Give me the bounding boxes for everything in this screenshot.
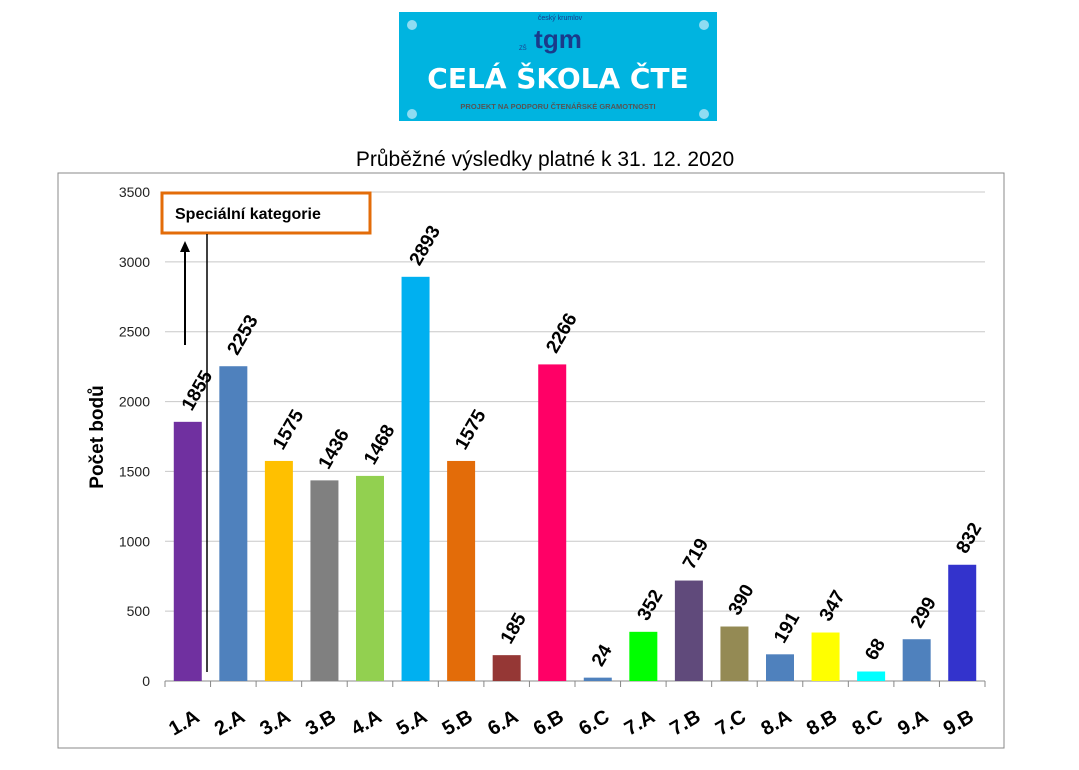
bar-6.B (538, 364, 567, 681)
y-tick-label: 500 (127, 603, 151, 619)
logo-dot (407, 20, 417, 30)
logo-background (399, 12, 717, 121)
special-category-annotation: Speciální kategorie (160, 191, 372, 672)
x-tick-label: 5.A (393, 706, 431, 741)
data-label: 191 (770, 608, 804, 646)
x-tick-label: 9.A (894, 706, 932, 741)
data-label: 299 (907, 594, 941, 632)
logo-subtitle: PROJEKT NA PODPORU ČTENÁŘSKÉ GRAMOTNOSTI (460, 102, 655, 111)
data-label: 1575 (269, 406, 309, 453)
bar-5.A (401, 276, 430, 681)
x-tick-label: 3.B (302, 706, 340, 741)
x-tick-label: 6.B (530, 706, 568, 741)
data-label: 832 (952, 519, 986, 557)
bar-7.B (674, 580, 703, 681)
logo: český krumlov tgm ZŠ CELÁ ŠKOLA ČTE PROJ… (399, 12, 717, 121)
logo-dot (699, 20, 709, 30)
bar-9.A (902, 639, 931, 681)
bar-6.C (583, 677, 612, 681)
x-tick-label: 9.B (940, 706, 978, 741)
y-tick-label: 1000 (119, 533, 150, 549)
x-axis: 1.A 2.A 3.A 3.B 4.A 5.A 5.B 6.A 6.B 6.C 7.A 7.B 7.C 8… (164, 681, 986, 741)
y-tick-label: 3500 (119, 184, 150, 200)
x-tick-label: 1.A (165, 706, 203, 741)
logo-brand: tgm (534, 24, 582, 54)
x-tick-label: 8.A (758, 706, 796, 741)
data-label: 68 (861, 635, 890, 664)
chart-title: Průběžné výsledky platné k 31. 12. 2020 (356, 148, 734, 171)
x-tick-label: 8.B (803, 706, 841, 741)
data-label: 1855 (178, 367, 218, 414)
logo-title: CELÁ ŠKOLA ČTE (427, 61, 688, 95)
logo-dot (699, 109, 709, 119)
annotation-box (160, 191, 372, 235)
data-label: 1575 (451, 406, 491, 453)
bar-2.A (219, 366, 248, 681)
y-axis-label: Počet bodů (87, 385, 108, 488)
data-label: 1468 (360, 421, 399, 468)
logo-dot (407, 109, 417, 119)
bar-7.C (720, 626, 749, 681)
annotation-label: Speciální kategorie (175, 206, 321, 223)
x-tick-label: 7.B (666, 706, 704, 741)
bar-8.A (766, 654, 794, 681)
y-tick-label: 0 (142, 673, 150, 689)
bar-7.A (629, 631, 658, 681)
data-label: 347 (816, 587, 850, 625)
y-tick-label: 1500 (119, 463, 150, 479)
chart-frame (57, 172, 1005, 749)
y-tick-label: 3000 (119, 254, 150, 270)
logo-town: český krumlov (538, 15, 583, 22)
data-label: 390 (725, 581, 759, 619)
x-tick-label: 7.C (712, 706, 750, 741)
data-label: 24 (588, 641, 617, 670)
bar-6.A (492, 655, 521, 681)
x-tick-label: 4.A (348, 706, 386, 741)
y-tick-label: 2000 (119, 394, 150, 410)
x-tick-label: 2.A (211, 706, 249, 741)
x-tick-label: 6.C (575, 706, 613, 741)
data-label: 352 (633, 586, 667, 624)
data-label: 2266 (542, 310, 581, 357)
bar-4.A (356, 475, 384, 681)
y-axis: 0 500 1000 1500 2000 2500 3000 3500 (119, 184, 150, 689)
data-label: 2253 (223, 312, 262, 359)
x-tick-label: 3.A (256, 706, 294, 741)
y-tick-label: 2500 (119, 324, 150, 340)
data-label: 1436 (315, 426, 354, 473)
x-tick-label: 5.B (439, 706, 477, 741)
bar-1.A (173, 421, 202, 681)
bar-3.A (264, 460, 293, 681)
bar-8.C (857, 671, 886, 681)
x-tick-label: 6.A (484, 706, 522, 741)
arrow-up-icon (180, 241, 190, 252)
bar-5.B (447, 460, 476, 681)
x-tick-label: 8.C (849, 706, 887, 741)
logo-school-type: ZŠ (519, 45, 527, 52)
data-label: 719 (679, 535, 713, 573)
data-label: 185 (497, 609, 531, 647)
bar-3.B (310, 480, 339, 681)
x-tick-label: 7.A (621, 706, 659, 741)
bar-9.B (948, 564, 977, 681)
bar-8.B (811, 632, 840, 681)
